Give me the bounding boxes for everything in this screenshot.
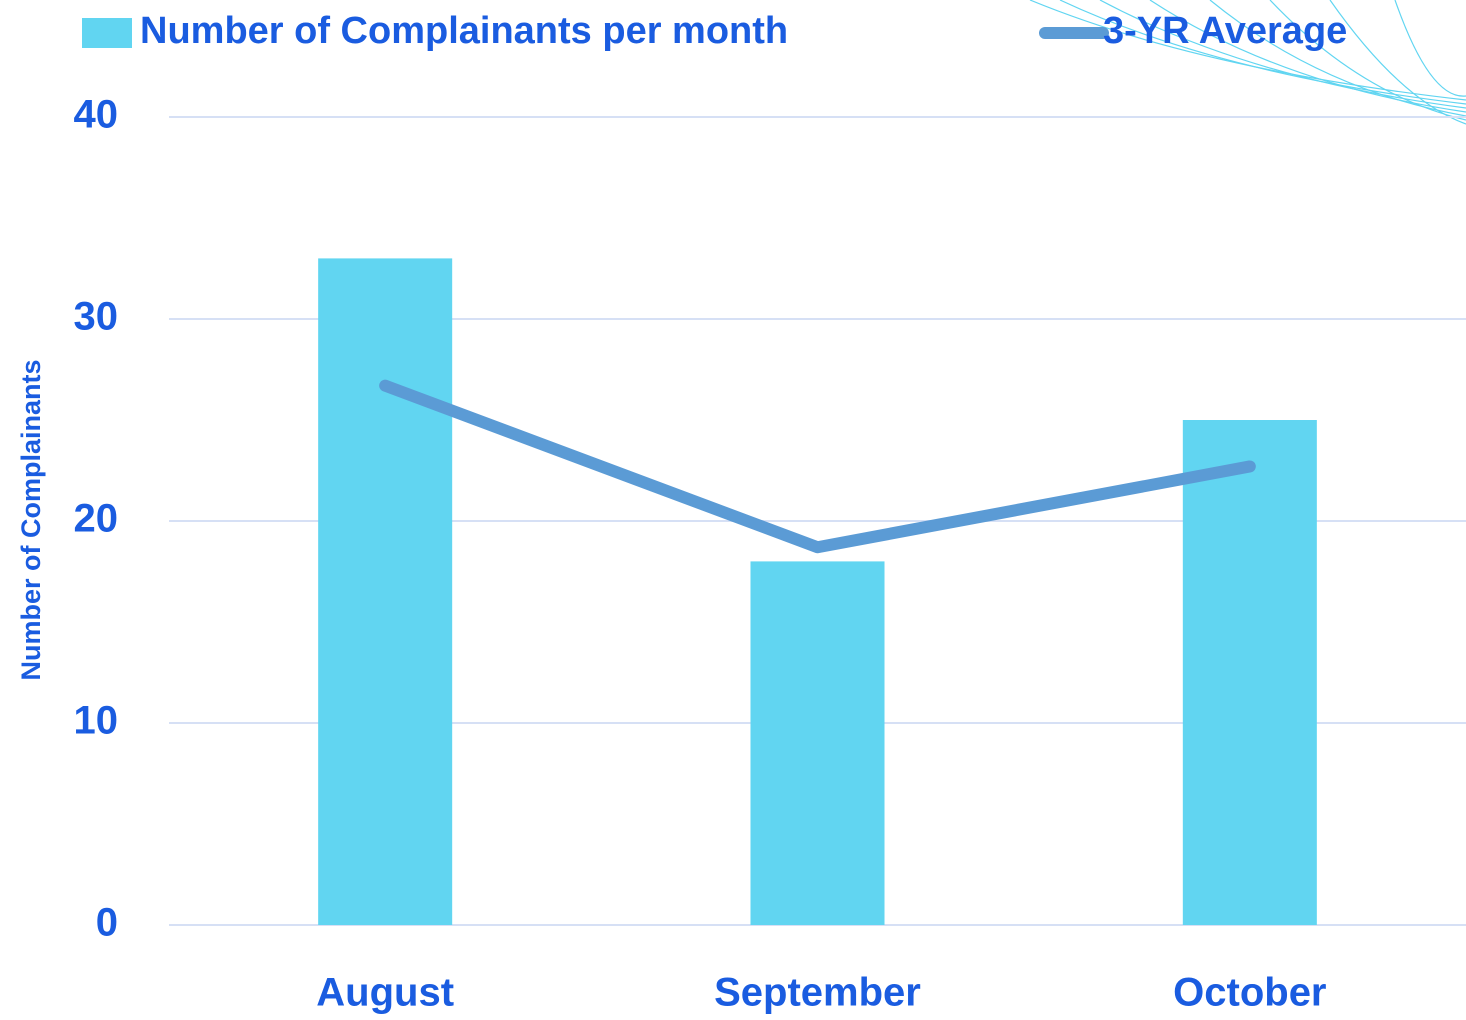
y-axis-title: Number of Complainants xyxy=(16,359,46,680)
bar xyxy=(318,258,452,925)
y-tick-label: 20 xyxy=(74,497,119,541)
y-tick-label: 10 xyxy=(74,699,119,743)
legend-label: 3-YR Average xyxy=(1103,10,1347,52)
y-tick-label: 40 xyxy=(74,93,119,137)
x-tick-label: September xyxy=(714,971,921,1015)
legend-swatch xyxy=(82,18,132,48)
x-tick-label: October xyxy=(1173,971,1326,1015)
line xyxy=(385,386,1250,548)
x-tick-label: August xyxy=(316,971,454,1015)
y-tick-label: 0 xyxy=(96,901,118,945)
chart: Number of Complainants 0 10 20 30 40 August Se… xyxy=(0,0,1466,1020)
bar xyxy=(1183,420,1317,925)
legend-label: Number of Complainants per month xyxy=(140,10,788,52)
y-tick-label: 30 xyxy=(74,295,119,339)
bar xyxy=(750,561,884,925)
